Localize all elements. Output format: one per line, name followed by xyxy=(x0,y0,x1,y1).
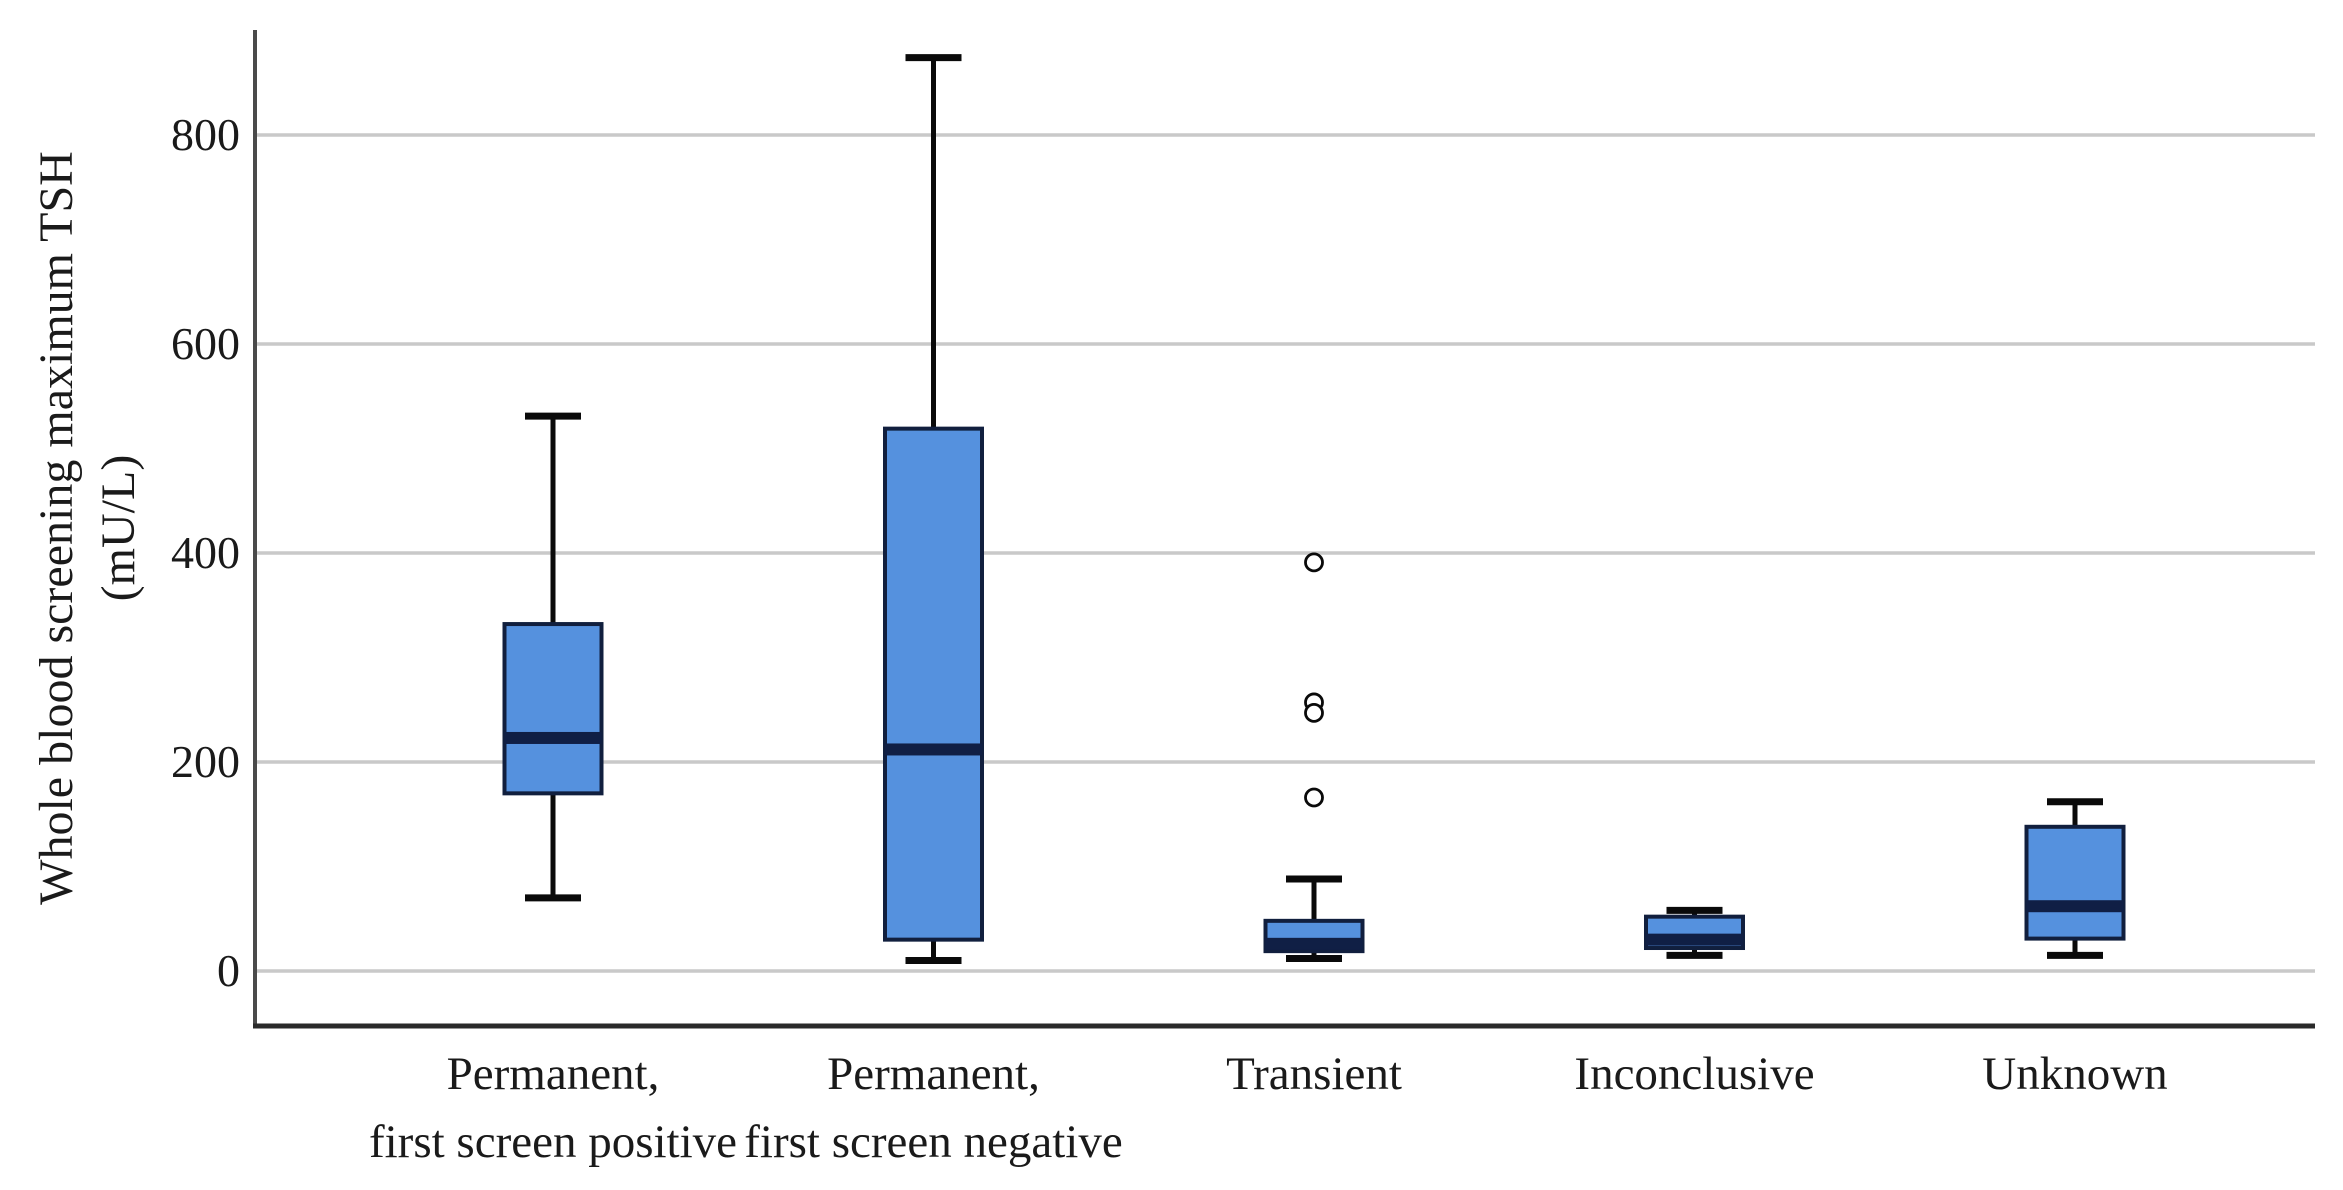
outlier-transient-247 xyxy=(1304,702,1324,723)
category-label-permanent-first-screen-negative: Permanent, first screen negative xyxy=(604,1040,1264,1176)
category-label-line: first screen positive xyxy=(368,1116,738,1168)
category-label-line: Unknown xyxy=(1982,1048,2168,1100)
category-label-line: Permanent, xyxy=(446,1048,660,1100)
median-unknown xyxy=(2026,900,2124,913)
category-label-line: Permanent, xyxy=(827,1048,1040,1100)
y-tick-label-600: 600 xyxy=(171,318,240,369)
box-permanent-first-screen-positive xyxy=(502,622,604,796)
median-permanent-first-screen-positive xyxy=(504,731,602,744)
y-tick-label-400: 400 xyxy=(171,527,240,578)
outlier-transient-391 xyxy=(1304,552,1324,573)
category-label-line: Transient xyxy=(1226,1048,1402,1100)
category-label-line: first screen negative xyxy=(744,1116,1123,1168)
y-tick-label-0: 0 xyxy=(217,945,240,996)
box-permanent-first-screen-negative xyxy=(883,426,984,942)
outlier-transient-166 xyxy=(1304,787,1324,808)
category-label-permanent-first-screen-positive: Permanent, first screen positive xyxy=(223,1040,883,1176)
y-tick-label-200: 200 xyxy=(171,736,240,787)
category-label-unknown: Unknown xyxy=(1745,1040,2343,1108)
y-tick-label-800: 800 xyxy=(171,109,240,160)
median-inconclusive xyxy=(1646,933,1743,946)
box-unknown xyxy=(2024,824,2126,941)
category-label-line: Inconclusive xyxy=(1574,1048,1815,1100)
category-label-inconclusive: Inconclusive xyxy=(1365,1040,2025,1108)
y-axis-title-line1: Whole blood screening maximum TSH xyxy=(30,151,83,905)
median-transient xyxy=(1265,937,1363,950)
median-permanent-first-screen-negative xyxy=(885,743,982,756)
category-label-transient: Transient xyxy=(984,1040,1644,1108)
